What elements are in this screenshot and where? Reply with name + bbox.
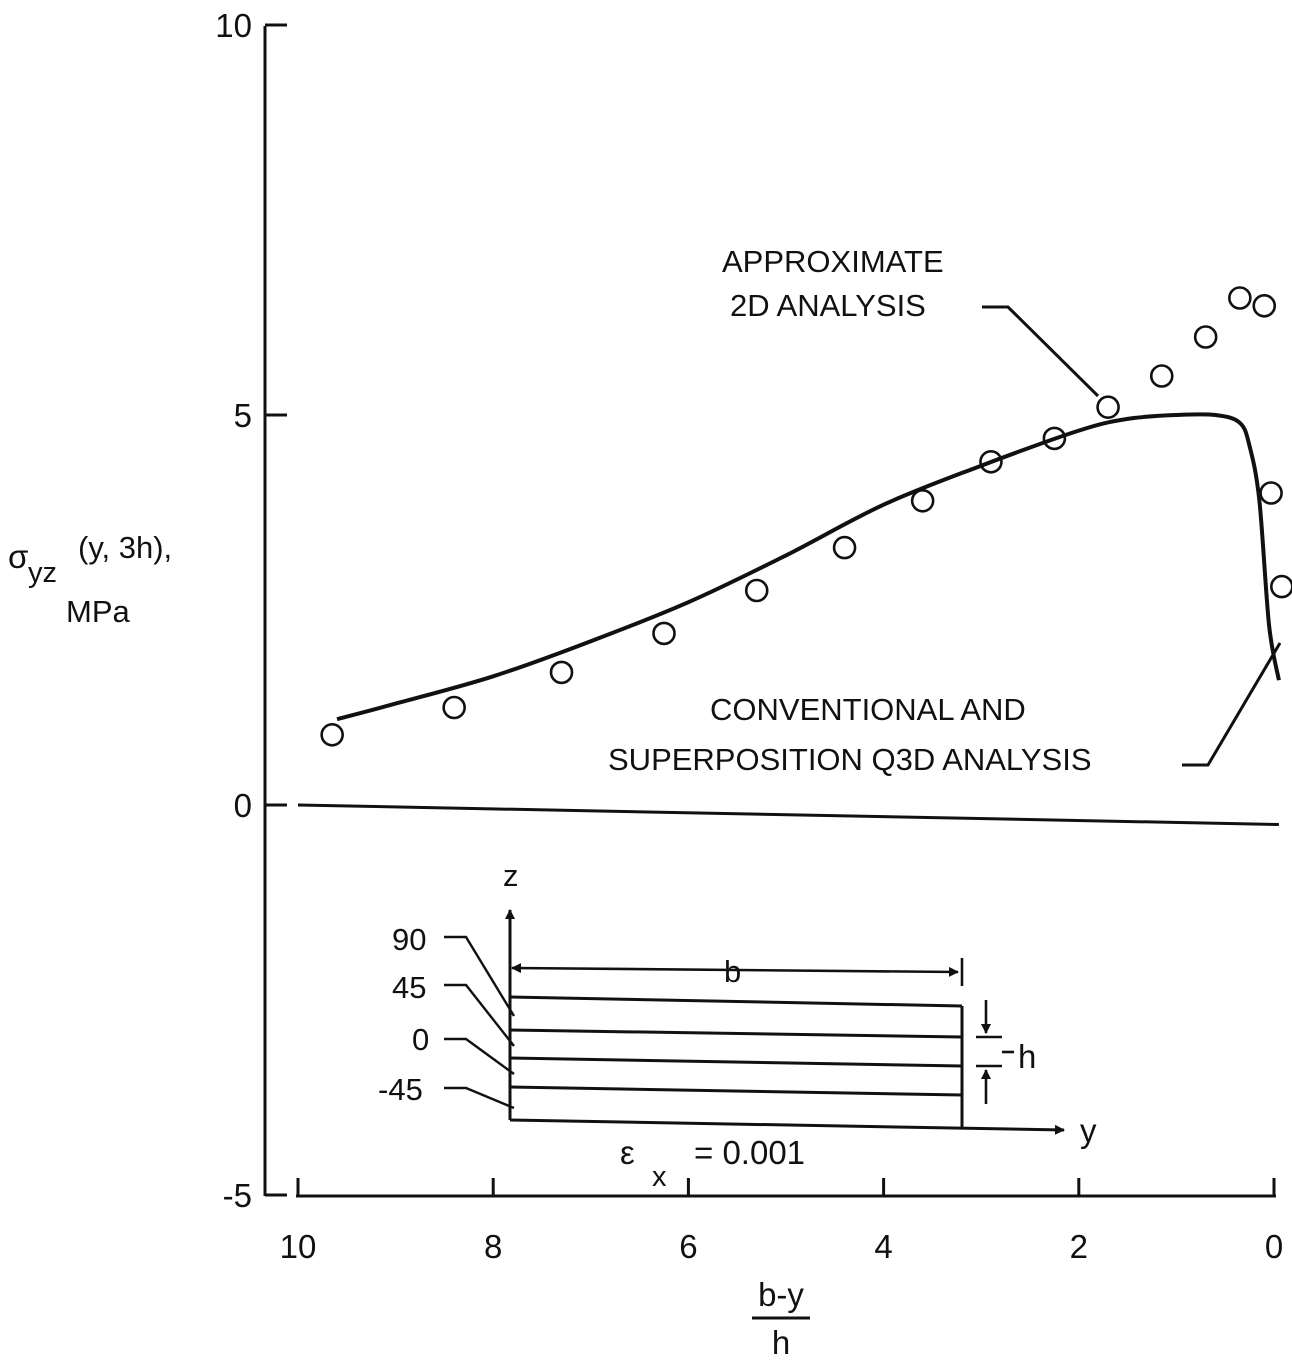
ply-leader-neg45 xyxy=(444,1086,515,1110)
y-axis-label: σ yz (y, 3h), MPa xyxy=(8,530,172,629)
data-point-2d-analysis xyxy=(1193,325,1218,349)
ply-label-45: 45 xyxy=(392,970,426,1005)
approx-leader-line xyxy=(982,305,1100,398)
ply-leader-0 xyxy=(444,1037,515,1075)
conv-leader-line xyxy=(1182,642,1282,767)
y-label-subscript: yz xyxy=(28,557,57,589)
y-tick-label: 0 xyxy=(234,787,252,824)
inset-strain-value: = 0.001 xyxy=(694,1134,805,1171)
data-point-2d-analysis xyxy=(1259,481,1283,505)
ply-line-4 xyxy=(509,1085,963,1097)
ply-label-neg45: -45 xyxy=(378,1072,423,1107)
zero-baseline xyxy=(297,803,1279,826)
conv-label-line2: SUPERPOSITION Q3D ANALYSIS xyxy=(608,742,1092,777)
data-point-2d-analysis xyxy=(1096,395,1120,420)
y-label-argument: (y, 3h), xyxy=(78,530,172,565)
approx-label-line2: 2D ANALYSIS xyxy=(730,288,926,323)
data-point-2d-analysis xyxy=(1149,364,1174,388)
inset-strain-symbol: ε xyxy=(620,1134,635,1171)
x-axis-ticks: 10 8 6 4 2 0 xyxy=(280,1178,1283,1265)
y-label-symbol: σ xyxy=(8,538,28,575)
x-tick-label: 4 xyxy=(874,1228,892,1265)
ply-line-top xyxy=(509,995,963,1008)
laminate-inset: z y b h 90 45 0 -45 ε x = 0.001 xyxy=(378,858,1097,1193)
x-tick-label: 2 xyxy=(1070,1228,1088,1265)
annotations: APPROXIMATE 2D ANALYSIS CONVENTIONAL AND… xyxy=(608,244,1282,777)
inset-z-label: z xyxy=(503,858,519,893)
data-point-2d-analysis xyxy=(1228,286,1252,310)
plot-area xyxy=(297,286,1292,826)
inset-y-label: y xyxy=(1080,1112,1097,1149)
ply-leader-45 xyxy=(444,983,515,1047)
x-tick-label: 0 xyxy=(1265,1228,1283,1265)
ply-line-2 xyxy=(509,1028,963,1039)
data-point-2d-analysis xyxy=(832,535,857,560)
axes: 10 5 0 -5 10 8 6 4 2 0 xyxy=(215,7,1283,1265)
conv-label-line1: CONVENTIONAL AND xyxy=(710,692,1026,727)
approx-label-line1: APPROXIMATE xyxy=(722,244,944,279)
ply-label-90: 90 xyxy=(392,922,426,957)
inset-y-axis xyxy=(509,1118,1065,1135)
inset-strain-subscript: x xyxy=(652,1161,667,1193)
x-label-denominator: h xyxy=(772,1324,790,1360)
ply-line-3 xyxy=(509,1056,963,1068)
data-point-2d-analysis xyxy=(744,578,769,603)
y-tick-label: 5 xyxy=(234,397,252,434)
data-point-2d-analysis xyxy=(320,722,344,747)
ply-leader-90 xyxy=(444,935,516,1017)
x-tick-label: 6 xyxy=(679,1228,697,1265)
inset-h-label: h xyxy=(1018,1038,1036,1075)
inset-b-label: b xyxy=(724,954,741,989)
data-point-2d-analysis xyxy=(1270,574,1292,599)
data-point-2d-analysis xyxy=(549,660,574,685)
data-point-2d-analysis xyxy=(652,621,676,646)
x-tick-label: 8 xyxy=(484,1228,502,1265)
y-axis-ticks: 10 5 0 -5 xyxy=(215,7,287,1214)
data-point-2d-analysis xyxy=(1252,293,1277,318)
q3d-analysis-curve xyxy=(336,412,1281,722)
ply-label-0: 0 xyxy=(412,1022,429,1057)
y-tick-label: 10 xyxy=(215,7,252,44)
y-tick-label: -5 xyxy=(223,1177,252,1214)
data-point-2d-analysis xyxy=(442,695,466,720)
y-label-units: MPa xyxy=(66,594,131,629)
x-axis-label: b-y h xyxy=(752,1276,810,1360)
x-label-numerator: b-y xyxy=(758,1276,804,1313)
x-tick-label: 10 xyxy=(280,1228,317,1265)
inset-b-dimension xyxy=(511,963,959,977)
data-point-2d-analysis xyxy=(910,488,935,513)
